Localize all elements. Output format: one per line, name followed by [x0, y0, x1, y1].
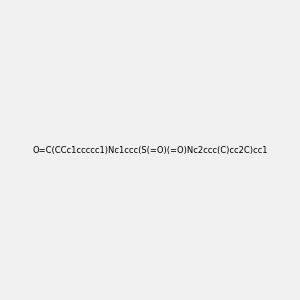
Text: O=C(CCc1ccccc1)Nc1ccc(S(=O)(=O)Nc2ccc(C)cc2C)cc1: O=C(CCc1ccccc1)Nc1ccc(S(=O)(=O)Nc2ccc(C)…: [32, 146, 268, 154]
